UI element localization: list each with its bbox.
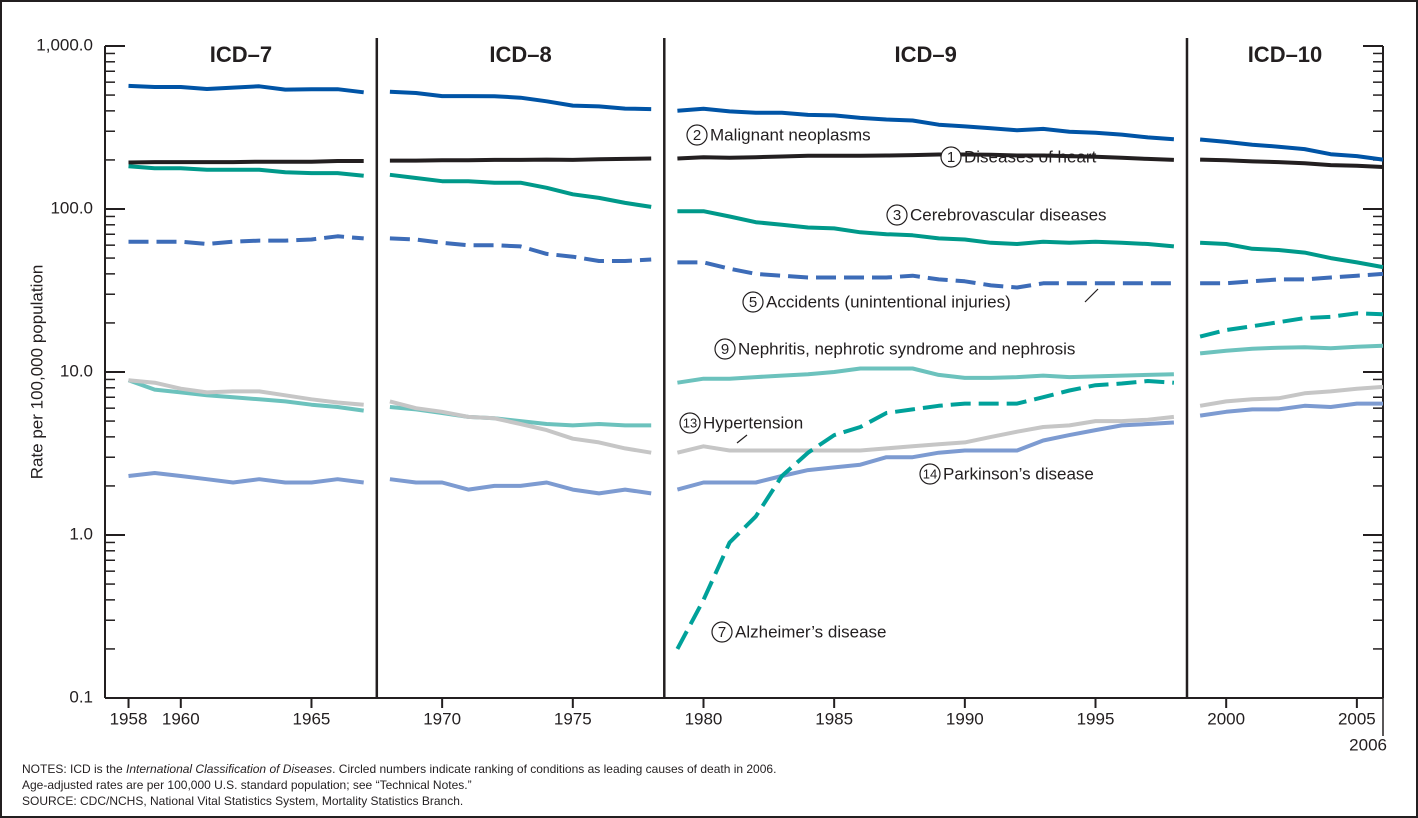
rank-number: 7 bbox=[718, 624, 726, 641]
era-label: ICD–9 bbox=[894, 42, 956, 67]
era-label: ICD–10 bbox=[1248, 42, 1323, 67]
series-line bbox=[1199, 311, 1384, 339]
series-name: Diseases of heart bbox=[964, 147, 1097, 166]
series-line bbox=[128, 378, 364, 407]
rank-number: 9 bbox=[721, 341, 729, 358]
series-line bbox=[675, 379, 1175, 650]
rank-circle bbox=[711, 621, 733, 643]
x-tick-label: 1965 bbox=[293, 709, 331, 728]
series-line bbox=[1200, 157, 1384, 169]
series-line bbox=[676, 420, 1175, 492]
series-line bbox=[389, 236, 652, 263]
rank-number: 13 bbox=[683, 415, 697, 430]
series-annotation: 2 Malignant neoplasms bbox=[686, 124, 871, 146]
series-name: Accidents (unintentional injuries) bbox=[766, 292, 1011, 311]
rank-circle bbox=[686, 124, 708, 146]
x-tick-label: 1985 bbox=[815, 709, 853, 728]
x-tick-label: 1958 bbox=[110, 709, 148, 728]
series-line bbox=[1199, 137, 1384, 162]
series-line bbox=[389, 399, 652, 455]
x-tick-label: 2006 bbox=[1349, 735, 1387, 754]
series-annotation: 3 Cerebrovascular diseases bbox=[886, 204, 1107, 226]
series-line bbox=[128, 471, 364, 485]
series-annotation: 9 Nephritis, nephrotic syndrome and nephr… bbox=[714, 338, 1075, 360]
series-line bbox=[1199, 343, 1384, 356]
x-tick-label: 2005 bbox=[1338, 709, 1376, 728]
series-line bbox=[389, 156, 652, 163]
rank-number: 2 bbox=[693, 127, 701, 144]
series-annotation: 7 Alzheimer’s disease bbox=[711, 621, 887, 643]
series-line bbox=[676, 414, 1175, 455]
series-name: Malignant neoplasms bbox=[710, 125, 871, 144]
x-tick-label: 2000 bbox=[1207, 709, 1245, 728]
series-line bbox=[389, 89, 652, 112]
rank-circle bbox=[679, 412, 701, 434]
series-line bbox=[127, 378, 364, 413]
series-line bbox=[677, 260, 1174, 290]
y-tick-label: 1,000.0 bbox=[36, 35, 93, 54]
series-name: Parkinson’s disease bbox=[943, 464, 1094, 483]
series-annotation: 1 Diseases of heart bbox=[940, 146, 1097, 168]
series-line bbox=[677, 152, 1174, 162]
series-line bbox=[677, 106, 1175, 142]
rank-circle bbox=[940, 146, 962, 168]
x-tick-label: 1990 bbox=[946, 709, 984, 728]
series-line bbox=[128, 164, 364, 178]
series-line bbox=[128, 83, 364, 95]
x-tick-label: 1975 bbox=[554, 709, 592, 728]
series-line bbox=[1199, 384, 1384, 408]
series-annotation: 13 Hypertension bbox=[679, 412, 803, 444]
note-line: Age-adjusted rates are per 100,000 U.S. … bbox=[22, 778, 472, 792]
leader-line bbox=[1084, 288, 1099, 303]
y-tick-label: 0.1 bbox=[69, 687, 93, 706]
series-line bbox=[389, 172, 652, 209]
series-line bbox=[677, 366, 1174, 385]
series-line bbox=[128, 234, 364, 246]
y-tick-label: 1.0 bbox=[69, 524, 93, 543]
rank-circle bbox=[714, 338, 736, 360]
era-label: ICD–8 bbox=[489, 42, 551, 67]
rank-circle bbox=[742, 291, 764, 313]
series-annotation: 5 Accidents (unintentional injuries) bbox=[742, 288, 1099, 313]
series-line bbox=[128, 159, 364, 165]
rank-circle bbox=[886, 204, 908, 226]
rank-number: 3 bbox=[893, 207, 901, 224]
rank-number: 14 bbox=[923, 466, 937, 481]
x-tick-label: 1960 bbox=[162, 709, 200, 728]
rank-number: 5 bbox=[749, 294, 757, 311]
y-axis-label: Rate per 100,000 population bbox=[27, 265, 46, 480]
rank-number: 1 bbox=[947, 149, 955, 166]
series-line bbox=[1200, 271, 1384, 286]
note-text: . Circled numbers indicate ranking of co… bbox=[332, 762, 776, 776]
series-name: Alzheimer’s disease bbox=[735, 622, 887, 641]
series-line bbox=[389, 477, 652, 496]
x-tick-label: 1970 bbox=[423, 709, 461, 728]
x-tick-label: 1995 bbox=[1077, 709, 1115, 728]
leader-line bbox=[736, 434, 748, 444]
series-name: Nephritis, nephrotic syndrome and nephro… bbox=[738, 339, 1075, 358]
series-annotation: 14 Parkinson’s disease bbox=[919, 463, 1094, 485]
series-line bbox=[677, 209, 1175, 249]
note-line: NOTES: ICD is the International Classifi… bbox=[22, 762, 776, 776]
y-tick-label: 10.0 bbox=[60, 361, 93, 380]
series-name: Hypertension bbox=[703, 413, 803, 432]
note-text: NOTES: ICD is the bbox=[22, 762, 126, 776]
x-tick-label: 1980 bbox=[685, 709, 723, 728]
series-name: Cerebrovascular diseases bbox=[910, 205, 1107, 224]
note-text: International Classification of Diseases bbox=[126, 762, 332, 776]
rank-circle bbox=[919, 463, 941, 485]
era-label: ICD–7 bbox=[210, 42, 272, 67]
series-line bbox=[1200, 240, 1384, 270]
note-line: SOURCE: CDC/NCHS, National Vital Statist… bbox=[22, 794, 463, 808]
series-line bbox=[1199, 401, 1383, 418]
y-tick-label: 100.0 bbox=[50, 198, 93, 217]
